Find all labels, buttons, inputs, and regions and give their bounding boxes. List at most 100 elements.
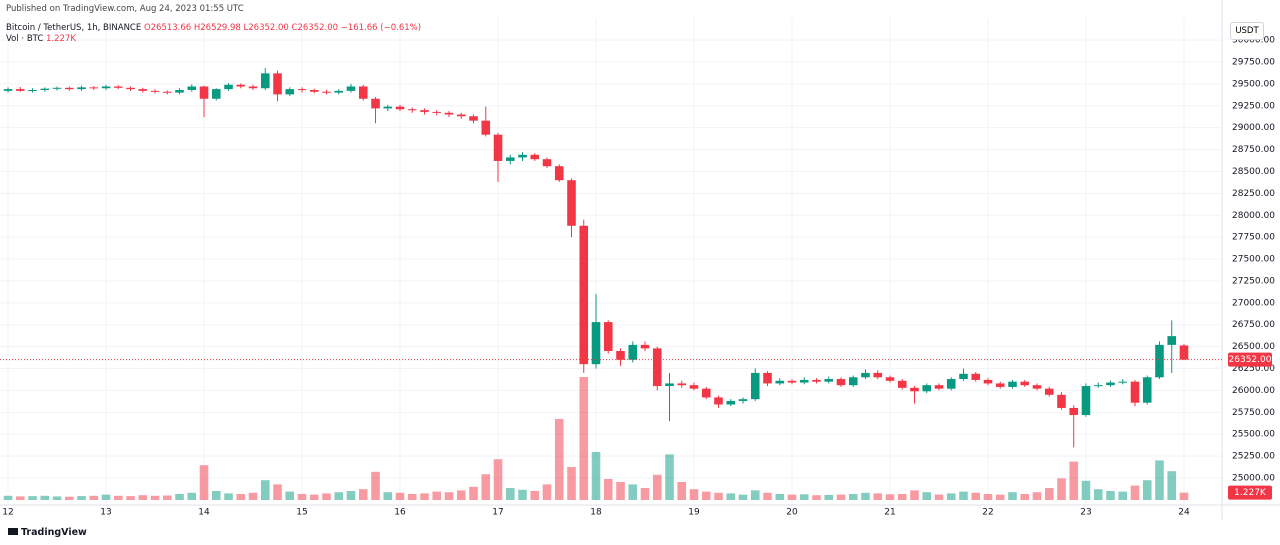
volume-bar xyxy=(665,454,674,500)
x-tick-label: 18 xyxy=(590,508,602,518)
candle-body xyxy=(861,372,870,378)
volume-bar xyxy=(750,490,760,500)
volume-bar xyxy=(432,491,442,500)
volume-bar xyxy=(371,471,380,500)
y-tick-label: 28000.00 xyxy=(1232,211,1275,221)
volume-bar xyxy=(1167,471,1177,500)
volume-bar xyxy=(591,452,601,500)
volume-bar xyxy=(77,496,86,500)
volume-bar xyxy=(358,489,368,500)
candle-body xyxy=(934,385,944,389)
candle-body xyxy=(848,377,858,386)
x-tick-label: 22 xyxy=(982,508,993,518)
volume-bar xyxy=(542,484,552,500)
candle-body xyxy=(64,87,74,90)
candle-body xyxy=(77,87,86,90)
y-tick-label: 25000.00 xyxy=(1232,474,1275,484)
candle-body xyxy=(787,380,797,383)
volume-bar xyxy=(1179,492,1189,500)
x-tick-label: 23 xyxy=(1080,508,1091,518)
candle-body xyxy=(640,344,650,349)
y-tick-label: 27000.00 xyxy=(1232,298,1275,308)
volume-bar xyxy=(260,480,270,500)
volume-bar xyxy=(224,493,233,500)
x-tick-label: 13 xyxy=(100,508,111,518)
volume-bar xyxy=(616,482,625,500)
y-tick-label: 26250.00 xyxy=(1232,364,1275,374)
candle-body xyxy=(420,110,429,112)
candle-body xyxy=(187,86,197,90)
candle-body xyxy=(763,372,772,384)
volume-bar xyxy=(138,495,148,500)
candle-body xyxy=(1093,385,1103,387)
candle-body xyxy=(750,372,760,400)
volume-bar xyxy=(248,492,258,500)
y-tick-label: 27750.00 xyxy=(1232,233,1275,243)
volume-bar xyxy=(1008,492,1017,500)
candle-body xyxy=(456,114,466,117)
candle-body xyxy=(616,351,625,360)
x-tick-label: 14 xyxy=(198,508,210,518)
volume-bar xyxy=(52,496,62,500)
candle-body xyxy=(505,157,515,161)
y-tick-label: 25250.00 xyxy=(1232,452,1275,462)
candle-body xyxy=(738,399,748,401)
candle-body xyxy=(138,89,148,91)
y-tick-label: 28250.00 xyxy=(1232,189,1275,199)
x-tick-label: 19 xyxy=(688,508,700,518)
candle-body xyxy=(309,89,319,92)
y-tick-label: 29250.00 xyxy=(1232,101,1275,111)
ohlc: O26513.66 H26529.98 L26352.00 C26352.00 … xyxy=(143,23,422,33)
last-price-box xyxy=(1228,352,1272,367)
volume-bar xyxy=(1093,489,1103,500)
candle-body xyxy=(1179,345,1189,360)
volume-bar xyxy=(15,496,25,500)
y-tick-label: 26500.00 xyxy=(1232,342,1275,352)
candle-body xyxy=(248,86,258,89)
x-tick-label: 15 xyxy=(296,508,307,518)
volume-bar xyxy=(1106,491,1115,500)
volume-bar xyxy=(444,492,454,500)
x-tick-label: 16 xyxy=(394,508,406,518)
volume-bar xyxy=(162,495,172,500)
volume-bar xyxy=(1118,491,1128,500)
volume-bar xyxy=(64,496,74,500)
candle-body xyxy=(726,400,736,405)
candle-body xyxy=(52,87,62,89)
volume-bar xyxy=(836,494,846,500)
volume-bar xyxy=(628,484,638,500)
volume-bar xyxy=(995,494,1005,500)
candle-body xyxy=(1032,385,1042,389)
y-tick-label: 30000.00 xyxy=(1232,36,1275,46)
volume-bar xyxy=(579,377,589,500)
candle-body xyxy=(28,89,37,91)
volume-bar xyxy=(873,493,883,500)
y-tick-label: 28750.00 xyxy=(1232,145,1275,155)
volume-bar xyxy=(971,492,981,500)
volume-bar xyxy=(420,493,429,500)
volume-bar xyxy=(763,492,772,500)
candle-body xyxy=(1069,407,1079,415)
candle-body xyxy=(493,134,503,161)
candle-body xyxy=(775,380,785,384)
volume-bar xyxy=(677,482,687,500)
candle-body xyxy=(836,379,846,386)
y-tick-label: 25500.00 xyxy=(1232,430,1275,440)
volume-bar xyxy=(1020,494,1030,500)
volume-bar xyxy=(640,488,650,500)
volume-bar xyxy=(334,492,344,500)
currency[interactable]: USDT xyxy=(1230,22,1264,40)
candle-body xyxy=(199,86,209,99)
y-tick-label: 26750.00 xyxy=(1232,320,1275,330)
candle-body xyxy=(371,98,380,109)
volume-bar xyxy=(297,494,307,500)
volume-bar xyxy=(1057,478,1066,500)
volume-bar xyxy=(309,494,319,500)
volume-bar xyxy=(799,494,809,500)
candle-body xyxy=(1155,344,1164,378)
volume-bar xyxy=(407,494,417,500)
volume-bar xyxy=(150,495,160,500)
volume-bar xyxy=(28,496,37,500)
candle-body xyxy=(15,89,25,91)
